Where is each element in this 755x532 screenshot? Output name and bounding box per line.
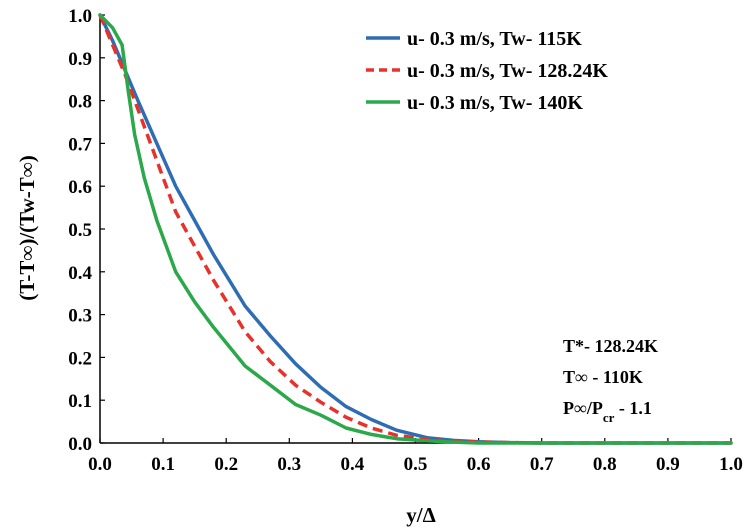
x-tick-label: 1.0 xyxy=(719,454,743,475)
y-tick-label: 0.4 xyxy=(68,263,92,284)
y-tick-label: 1.0 xyxy=(68,6,92,27)
legend-label-128k: u- 0.3 m/s, Tw- 128.24K xyxy=(407,60,608,82)
annotation-t-star: T*- 128.24K xyxy=(563,336,658,356)
x-tick-labels: 0.0 0.1 0.2 0.3 0.4 0.5 0.6 0.7 0.8 0.9 1.0 xyxy=(88,454,743,475)
x-tick-label: 0.2 xyxy=(214,454,238,475)
y-axis-title: (T-T∞)/(Tw-T∞) xyxy=(15,155,39,300)
x-tick-label: 0.5 xyxy=(404,454,428,475)
x-tick-label: 0.1 xyxy=(151,454,175,475)
legend-label-115k: u- 0.3 m/s, Tw- 115K xyxy=(407,28,582,50)
legend: u- 0.3 m/s, Tw- 115K u- 0.3 m/s, Tw- 128… xyxy=(366,28,608,114)
x-tick-label: 0.4 xyxy=(341,454,365,475)
series-line-2 xyxy=(98,13,733,445)
annotation-t-inf: T∞ - 110K xyxy=(563,367,643,387)
y-tick-label: 0.3 xyxy=(68,306,92,327)
x-tick-label: 0.3 xyxy=(277,454,301,475)
y-tick-labels: 0.0 0.1 0.2 0.3 0.4 0.5 0.6 0.7 0.8 0.9 1.0 xyxy=(68,6,92,455)
x-tick-label: 0.6 xyxy=(467,454,491,475)
y-tick-label: 0.5 xyxy=(68,220,92,241)
x-tick-label: 0.7 xyxy=(530,454,554,475)
x-tick-label: 0.0 xyxy=(88,454,112,475)
x-axis-title: y/Δ xyxy=(406,503,436,527)
y-tick-label: 0.0 xyxy=(68,434,92,455)
parameter-annotations: T*- 128.24K T∞ - 110K P∞/Pcr - 1.1 xyxy=(563,336,658,425)
y-tick-label: 0.9 xyxy=(68,49,92,70)
y-tick-label: 0.8 xyxy=(68,92,92,113)
y-tick-label: 0.6 xyxy=(68,177,92,198)
series-lines xyxy=(98,13,733,445)
x-tick-label: 0.9 xyxy=(656,454,680,475)
y-tick-label: 0.1 xyxy=(68,391,92,412)
x-tick-label: 0.8 xyxy=(593,454,617,475)
annotation-p-ratio: P∞/Pcr - 1.1 xyxy=(563,398,652,425)
y-tick-label: 0.2 xyxy=(68,348,92,369)
y-tick-label: 0.7 xyxy=(68,134,92,155)
legend-label-140k: u- 0.3 m/s, Tw- 140K xyxy=(407,92,583,114)
